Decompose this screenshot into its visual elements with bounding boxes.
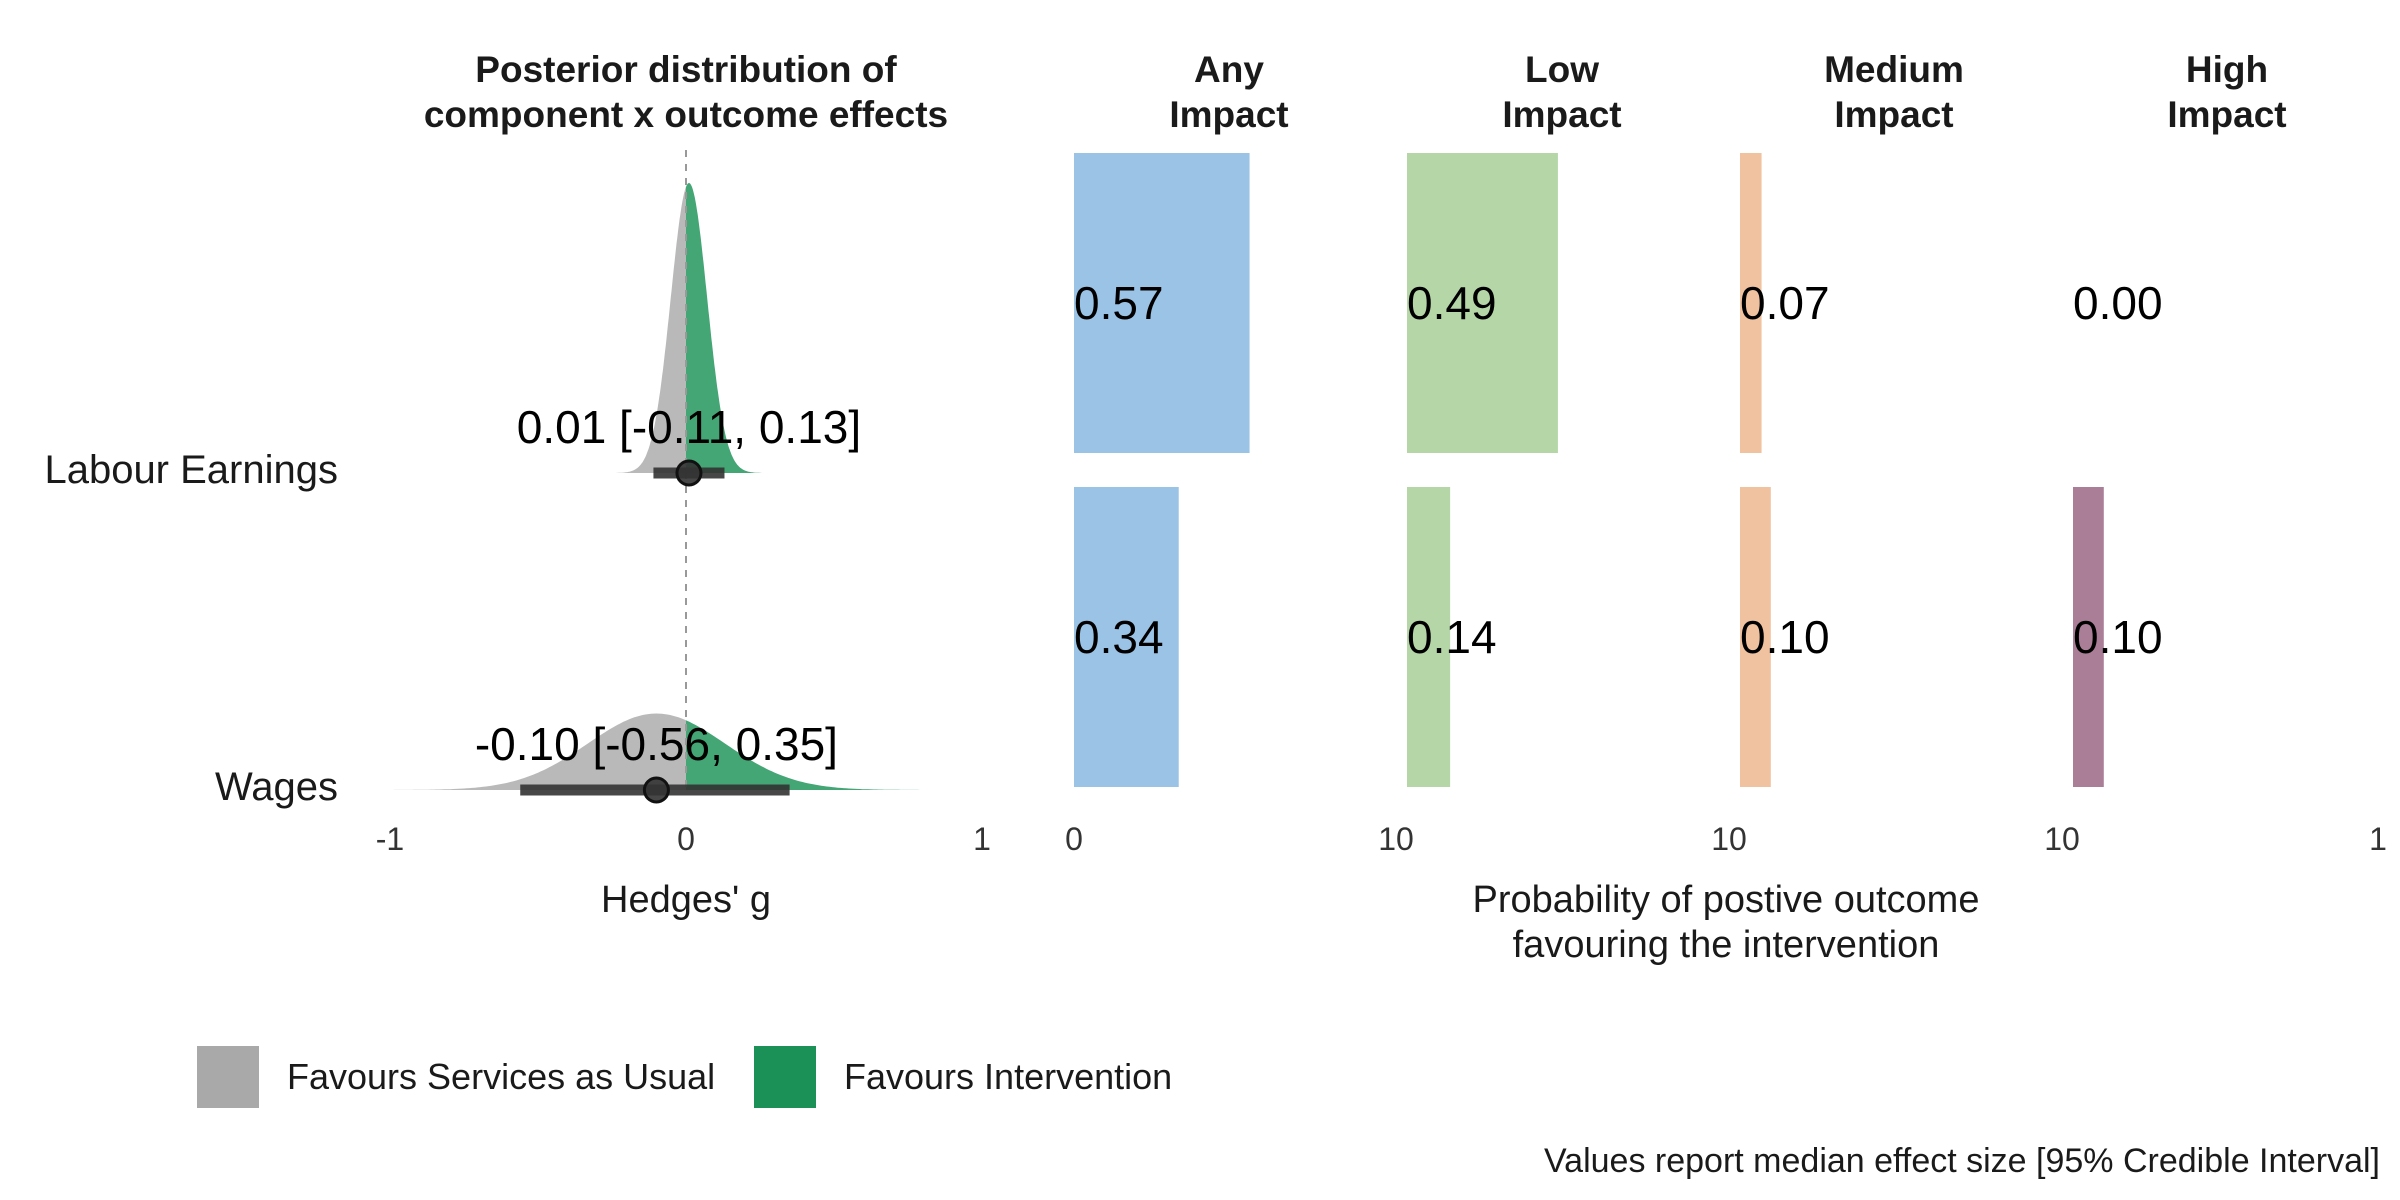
bar-label-low-impact-wages: 0.14 bbox=[1407, 611, 1497, 663]
density-layer bbox=[381, 183, 932, 790]
caption: Values report median effect size [95% Cr… bbox=[1544, 1142, 2380, 1180]
legend-label-services-as-usual: Favours Services as Usual bbox=[287, 1056, 715, 1097]
effect-label-labour-earnings: 0.01 [-0.11, 0.13] bbox=[517, 401, 861, 453]
bar-label-medium-impact-labour-earnings: 0.07 bbox=[1740, 277, 1830, 329]
effect-label-wages: -0.10 [-0.56, 0.35] bbox=[475, 718, 838, 770]
hedges-tick-neg1: -1 bbox=[376, 821, 404, 857]
posterior-panel-title-line1: Posterior distribution of bbox=[475, 49, 897, 90]
legend-label-intervention: Favours Intervention bbox=[844, 1056, 1172, 1097]
prob-tick-any-1-low-0: 10 bbox=[1378, 821, 1414, 857]
probability-axis-title-line2: favouring the intervention bbox=[1513, 924, 1940, 966]
bar-low-impact-wages bbox=[1407, 487, 1451, 787]
bar-label-high-impact-labour-earnings: 0.00 bbox=[2073, 277, 2163, 329]
prob-tick-low-1: 1 bbox=[1711, 821, 1729, 857]
prob-tick-low-1-medium-0: 10 bbox=[1711, 821, 1747, 857]
bar-high-impact-wages bbox=[2073, 487, 2104, 787]
panel-title-medium-line1: Medium bbox=[1824, 49, 1964, 90]
bar-label-high-impact-wages: 0.10 bbox=[2073, 611, 2163, 663]
row-label-labour-earnings: Labour Earnings bbox=[44, 448, 338, 492]
bar-low-impact-labour-earnings bbox=[1407, 153, 1558, 453]
bar-label-any-impact-wages: 0.34 bbox=[1074, 611, 1164, 663]
legend-swatch-intervention bbox=[754, 1046, 816, 1108]
bar-label-any-impact-labour-earnings: 0.57 bbox=[1074, 277, 1164, 329]
panel-title-high-line2: Impact bbox=[2167, 94, 2286, 135]
panel-title-any-line2: Impact bbox=[1169, 94, 1288, 135]
prob-tick-any-1: 1 bbox=[1378, 821, 1396, 857]
probability-axis-title-line1: Probability of postive outcome bbox=[1473, 879, 1980, 921]
prob-tick-high-1: 1 bbox=[2369, 821, 2387, 857]
hedges-tick-0: 0 bbox=[677, 821, 695, 857]
density-services-as-usual-labour-earnings bbox=[616, 186, 686, 474]
panel-title-any-line1: Any bbox=[1194, 49, 1264, 90]
density-intervention-labour-earnings bbox=[686, 183, 762, 473]
density-services-as-usual-wages bbox=[381, 713, 686, 790]
bar-label-low-impact-labour-earnings: 0.49 bbox=[1407, 277, 1497, 329]
bar-medium-impact-wages bbox=[1740, 487, 1771, 787]
prob-tick-low-0: 0 bbox=[1396, 821, 1414, 857]
legend-swatch-services-as-usual bbox=[197, 1046, 259, 1108]
prob-tick-medium-1-high-0: 10 bbox=[2044, 821, 2080, 857]
interval-layer: 0.01 [-0.11, 0.13] -0.10 [-0.56, 0.35] bbox=[475, 401, 861, 804]
bar-label-medium-impact-wages: 0.10 bbox=[1740, 611, 1830, 663]
legend: Favours Services as Usual Favours Interv… bbox=[197, 1046, 1172, 1108]
density-intervention-wages bbox=[686, 720, 932, 790]
prob-tick-medium-1: 1 bbox=[2044, 821, 2062, 857]
row-label-wages: Wages bbox=[215, 765, 338, 809]
panel-title-low-line2: Impact bbox=[1502, 94, 1621, 135]
prob-tick-high-0: 0 bbox=[2062, 821, 2080, 857]
probability-bar-layer: 0.57 0.34 0.49 0.14 0.07 0.10 0.00 0.10 bbox=[1074, 153, 2163, 787]
hedges-axis-title: Hedges' g bbox=[601, 879, 771, 921]
median-point-labour-earnings bbox=[675, 459, 703, 487]
prob-tick-any-0: 0 bbox=[1065, 821, 1083, 857]
panel-title-high-line1: High bbox=[2186, 49, 2268, 90]
bar-any-impact-wages bbox=[1074, 487, 1179, 787]
median-point-wages bbox=[642, 776, 670, 804]
bar-any-impact-labour-earnings bbox=[1074, 153, 1250, 453]
hedges-tick-1: 1 bbox=[973, 821, 991, 857]
posterior-panel-title-line2: component x outcome effects bbox=[424, 94, 948, 135]
prob-tick-medium-0: 0 bbox=[1729, 821, 1747, 857]
panel-title-low-line1: Low bbox=[1525, 49, 1599, 90]
bar-medium-impact-labour-earnings bbox=[1740, 153, 1762, 453]
panel-title-medium-line2: Impact bbox=[1834, 94, 1953, 135]
